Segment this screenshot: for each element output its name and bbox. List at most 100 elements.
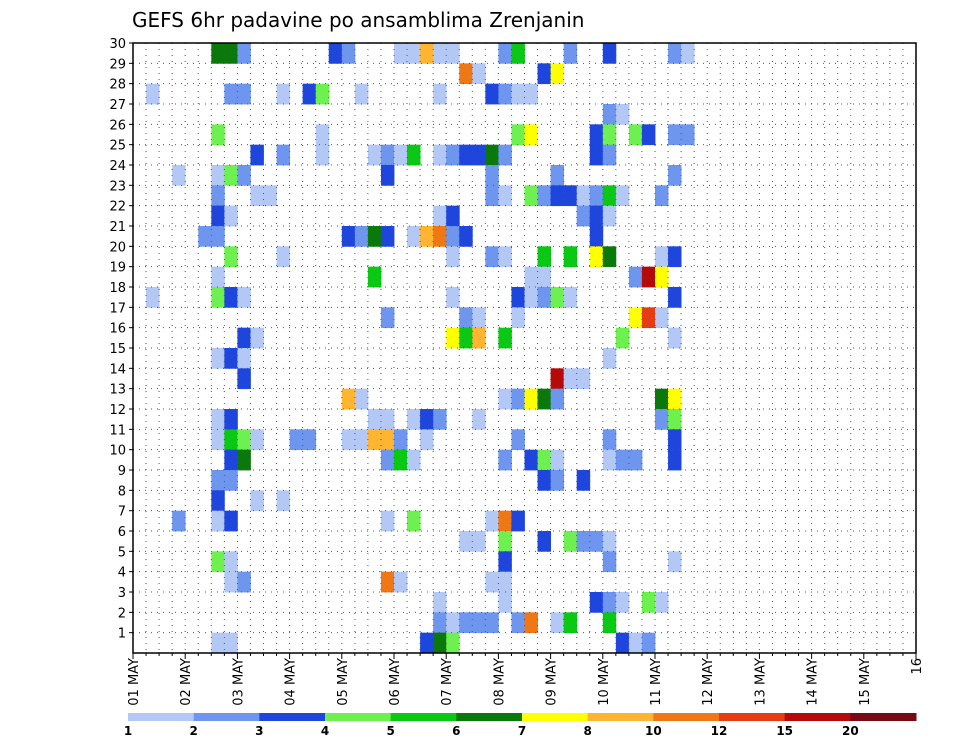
data-cell	[250, 429, 264, 451]
data-cell	[250, 185, 264, 207]
data-cell	[524, 124, 538, 146]
data-cell	[576, 470, 591, 491]
data-cell	[511, 124, 525, 146]
axes-layer: 1234567891011121314151617181920212223242…	[109, 37, 925, 706]
data-cell	[407, 43, 421, 64]
data-cell	[224, 348, 238, 369]
data-cell	[237, 327, 251, 349]
data-cell	[276, 246, 290, 268]
data-cell	[367, 144, 382, 166]
data-cell	[641, 124, 656, 146]
data-cell	[433, 612, 447, 634]
data-cell	[459, 226, 473, 247]
legend-swatch	[784, 713, 851, 721]
data-cell	[589, 246, 604, 268]
data-cell	[420, 409, 434, 430]
x-tick-label: 03 MAY	[231, 658, 246, 706]
data-cell	[198, 226, 212, 247]
data-cell	[628, 449, 643, 471]
data-cell	[211, 409, 225, 430]
data-cell	[354, 388, 369, 410]
data-cell	[681, 124, 695, 146]
legend-swatch	[587, 713, 654, 721]
data-cell	[655, 388, 669, 410]
legend-label: 10	[645, 724, 662, 738]
data-cell	[394, 449, 408, 471]
y-tick-label: 22	[109, 200, 126, 215]
data-cell	[602, 531, 617, 552]
data-cell	[237, 43, 251, 64]
data-cell	[602, 205, 617, 227]
y-tick-label: 13	[109, 383, 126, 398]
data-cell	[407, 226, 421, 247]
y-tick-label: 8	[118, 484, 126, 499]
data-cell	[211, 429, 225, 451]
data-cell	[511, 612, 525, 634]
data-cell	[511, 510, 525, 532]
legend-swatch	[850, 713, 917, 721]
data-cell	[380, 226, 395, 247]
data-cell	[237, 287, 251, 308]
y-tick-label: 9	[118, 464, 126, 479]
data-cell	[380, 571, 395, 593]
data-cell	[367, 266, 382, 288]
y-tick-label: 4	[118, 566, 126, 581]
data-cell	[224, 551, 238, 573]
data-cell	[668, 165, 682, 186]
data-cell	[485, 185, 499, 207]
data-cell	[407, 449, 421, 471]
data-cell	[407, 409, 421, 430]
data-cell	[602, 246, 617, 268]
data-cell	[537, 266, 551, 288]
data-cell	[498, 43, 512, 64]
data-cell	[420, 226, 434, 247]
data-cell	[589, 205, 604, 227]
data-cell	[537, 449, 551, 471]
data-cell	[485, 144, 499, 166]
data-cell	[524, 266, 538, 288]
data-cell	[668, 429, 682, 451]
data-cell	[563, 43, 578, 64]
data-cell	[602, 185, 617, 207]
y-tick-label: 1	[118, 627, 126, 642]
data-cell	[615, 632, 630, 654]
data-cell	[433, 43, 447, 64]
data-cell	[237, 571, 251, 593]
data-cell	[589, 531, 604, 552]
data-cell	[211, 470, 225, 491]
data-cell	[224, 287, 238, 308]
data-cell	[367, 429, 382, 451]
data-cell	[498, 571, 512, 593]
data-cell	[485, 571, 499, 593]
data-cell	[589, 124, 604, 146]
data-cell	[446, 43, 460, 64]
data-cell	[341, 226, 356, 247]
data-cell	[602, 449, 617, 471]
data-cell	[602, 592, 617, 613]
data-cell	[655, 266, 669, 288]
data-cell	[498, 592, 512, 613]
data-cell	[237, 429, 251, 451]
data-cell	[628, 124, 643, 146]
y-tick-label: 25	[109, 139, 126, 154]
data-cell	[550, 368, 565, 390]
data-cell	[146, 83, 160, 105]
data-cell	[668, 124, 682, 146]
y-tick-label: 29	[109, 57, 126, 72]
legend-swatch	[390, 713, 457, 721]
data-cell	[459, 307, 473, 329]
data-cell	[615, 327, 630, 349]
data-cell	[394, 429, 408, 451]
data-cell	[485, 612, 499, 634]
data-cell	[563, 368, 578, 390]
legend-swatch	[456, 713, 523, 721]
data-cell	[602, 43, 617, 64]
data-cell	[524, 287, 538, 308]
data-cell	[341, 388, 356, 410]
y-tick-label: 30	[109, 37, 126, 52]
y-tick-label: 19	[109, 261, 126, 276]
data-cell	[628, 266, 643, 288]
data-cell	[224, 409, 238, 430]
y-tick-label: 27	[109, 98, 126, 113]
data-cell	[668, 246, 682, 268]
